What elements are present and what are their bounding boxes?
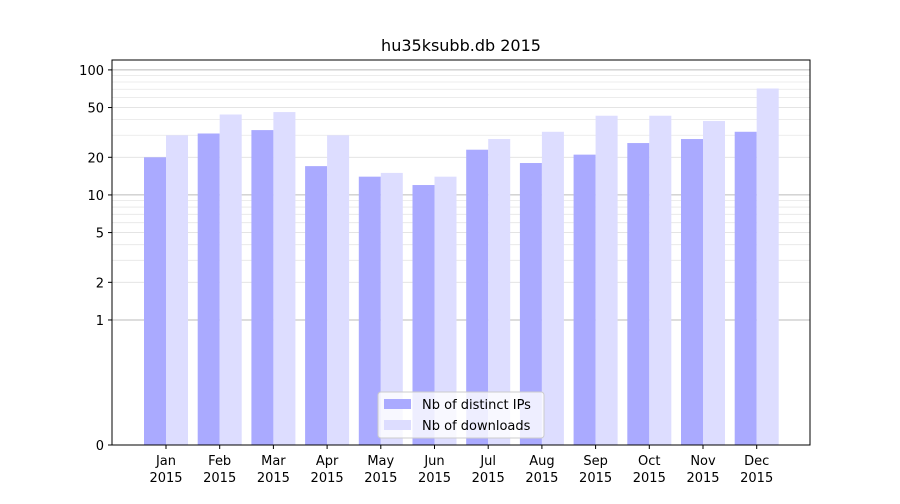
bar-distinct-ips <box>358 176 381 445</box>
bar-downloads <box>703 121 725 446</box>
bar-distinct-ips <box>251 130 274 445</box>
x-tick-label-year: 2015 <box>633 471 666 486</box>
x-tick-label-year: 2015 <box>579 471 612 486</box>
bar-downloads <box>166 135 188 445</box>
bar-distinct-ips <box>144 157 166 445</box>
bar-distinct-ips <box>412 185 435 445</box>
bar-downloads <box>219 114 242 445</box>
x-tick-label-year: 2015 <box>364 471 397 486</box>
bar-downloads <box>595 115 618 445</box>
bar-downloads <box>327 135 350 445</box>
y-tick-label: 5 <box>96 227 104 242</box>
legend-swatch <box>384 399 411 409</box>
bar-distinct-ips <box>197 133 220 445</box>
bar-downloads <box>541 131 564 445</box>
x-tick-label-year: 2015 <box>149 471 182 486</box>
legend-label: Nb of distinct IPs <box>422 398 531 413</box>
bar-downloads <box>434 176 457 445</box>
bar-downloads <box>756 88 779 446</box>
x-tick-label-month: Dec <box>744 454 769 469</box>
bar-distinct-ips <box>466 149 489 446</box>
bars <box>144 88 779 446</box>
bar-distinct-ips <box>681 139 703 445</box>
y-tick-label: 20 <box>87 151 104 166</box>
bar-downloads <box>488 139 511 445</box>
x-tick-label-year: 2015 <box>257 471 290 486</box>
legend-swatch <box>384 420 411 430</box>
bar-distinct-ips <box>627 143 650 445</box>
x-tick-label-month: Jun <box>423 454 444 469</box>
bar-downloads <box>649 115 672 445</box>
x-tick-label-year: 2015 <box>418 471 451 486</box>
x-tick-label-month: Feb <box>208 454 231 469</box>
legend-box <box>377 391 545 439</box>
y-axis: 0 1 2 5 10 20 50 100 <box>79 64 112 454</box>
bar-distinct-ips <box>573 154 596 446</box>
x-tick-label-year: 2015 <box>686 471 719 486</box>
x-tick-label-month: Aug <box>529 454 554 469</box>
x-tick-label-month: Sep <box>583 454 608 469</box>
x-tick-label-month: Mar <box>261 454 286 469</box>
bar-downloads <box>273 112 296 445</box>
x-tick-label-month: Jul <box>479 454 496 469</box>
y-tick-label: 100 <box>79 64 104 79</box>
y-tick-label: 50 <box>87 102 104 117</box>
bar-distinct-ips <box>305 166 328 445</box>
x-tick-label-year: 2015 <box>740 471 773 486</box>
bar-distinct-ips <box>519 163 542 445</box>
x-tick-label-month: Apr <box>316 454 339 469</box>
x-tick-label-year: 2015 <box>311 471 344 486</box>
y-tick-label: 1 <box>96 314 104 329</box>
bar-downloads <box>380 172 403 445</box>
x-tick-label-month: May <box>367 454 394 469</box>
legend: Nb of distinct IPs Nb of downloads <box>377 391 545 439</box>
x-tick-label-month: Nov <box>690 454 716 469</box>
chart-title: hu35ksubb.db 2015 <box>381 36 541 55</box>
y-tick-label: 0 <box>96 439 104 454</box>
bar-distinct-ips <box>734 131 757 445</box>
x-tick-label-year: 2015 <box>472 471 505 486</box>
x-tick-label-month: Jan <box>155 454 176 469</box>
plot-frame <box>111 59 811 446</box>
x-tick-label-year: 2015 <box>203 471 236 486</box>
x-axis: Jan 2015 Feb 2015 Mar 2015 Apr 2015 May 2015 Jun 20… <box>149 445 773 486</box>
legend-label: Nb of downloads <box>422 419 531 434</box>
y-tick-label: 2 <box>96 276 104 291</box>
x-tick-label-month: Oct <box>638 454 660 469</box>
y-tick-label: 10 <box>87 189 104 204</box>
x-tick-label-year: 2015 <box>525 471 558 486</box>
